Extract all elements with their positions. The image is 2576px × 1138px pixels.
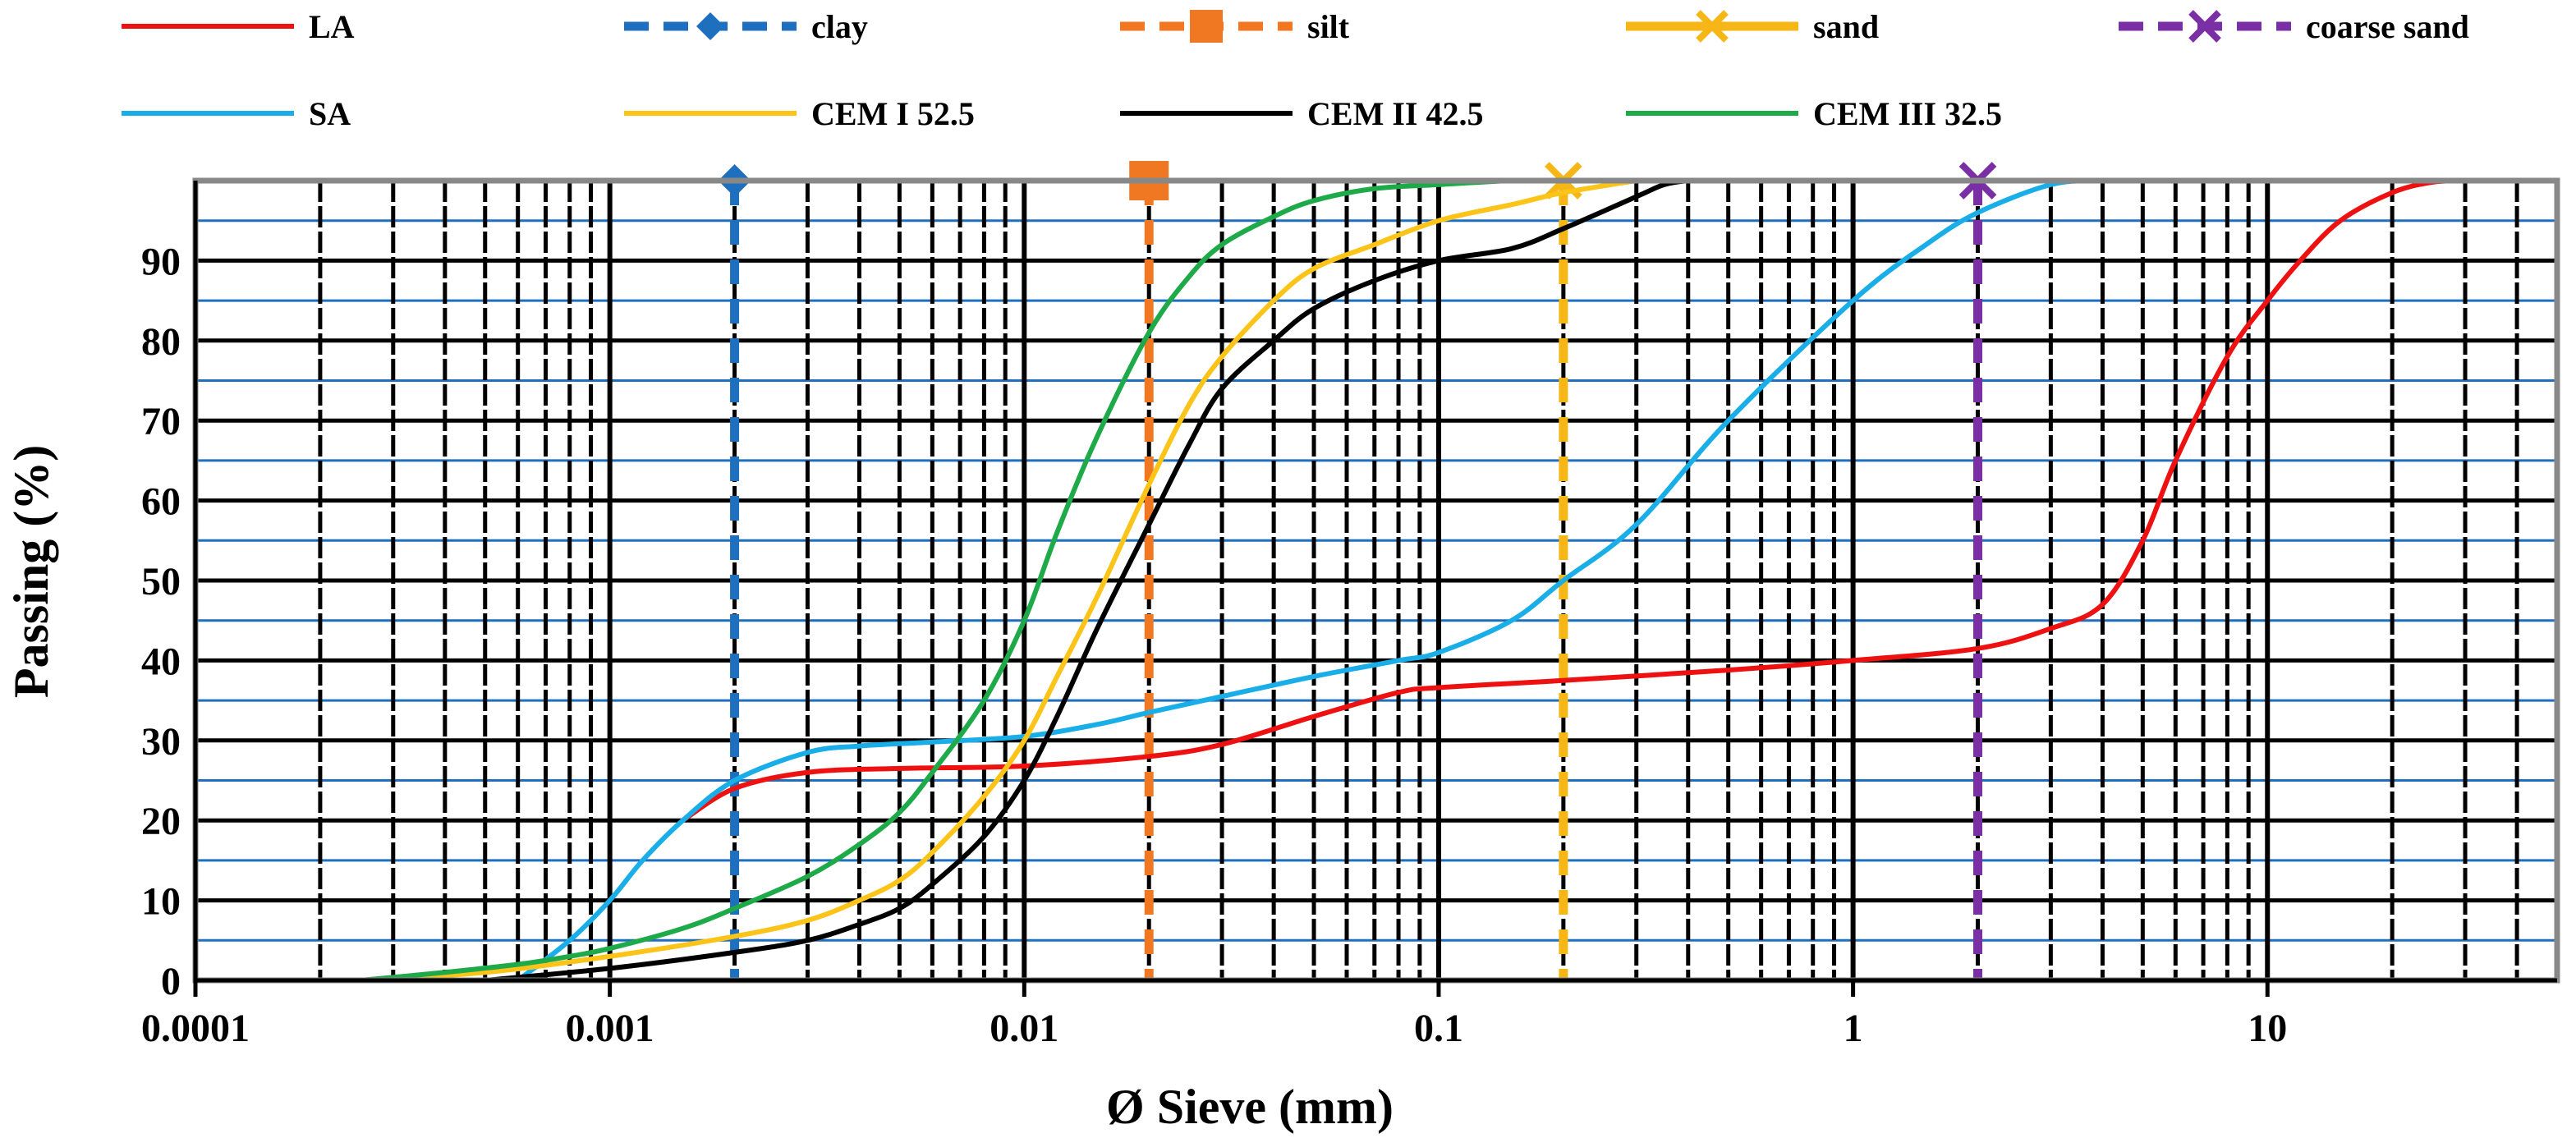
legend-marker: [2188, 10, 2221, 43]
legend: LA clay silt sand coarse sand SA CEM I 52.5 CEM…: [122, 8, 2469, 132]
legend-marker: [1696, 10, 1729, 43]
legend-label: sand: [1813, 8, 1879, 45]
y-tick-label: 90: [141, 240, 181, 283]
legend-label: LA: [309, 8, 355, 45]
y-tick-label: 60: [141, 480, 181, 524]
soil-boundaries: [718, 161, 1997, 980]
legend-label: silt: [1307, 8, 1350, 45]
series-cem-i-52-5: [357, 178, 1639, 983]
legend-entry-cem-ii-42-5: CEM II 42.5: [1120, 95, 1483, 132]
x-tick-label: 0.001: [566, 1007, 654, 1050]
y-tick-label: 40: [141, 640, 181, 683]
y-axis-title: Passing (%): [4, 445, 58, 698]
x-axis-title: Ø Sieve (mm): [1106, 1080, 1394, 1134]
legend-entry-la: LA: [122, 8, 355, 45]
legend-entry-coarse-sand: coarse sand: [2119, 8, 2469, 45]
series-la: [680, 178, 2468, 824]
y-tick-label: 80: [141, 320, 181, 364]
legend-entry-cem-iii-32-5: CEM III 32.5: [1626, 95, 2002, 132]
legend-marker: [696, 12, 724, 40]
y-tick-label: 50: [141, 560, 181, 603]
series-cem-ii-42-5: [482, 178, 1691, 983]
series-cem-iii-32-5: [357, 177, 1566, 983]
x-tick-label: 0.0001: [141, 1007, 250, 1050]
legend-entry-clay: clay: [624, 8, 868, 45]
y-tick-label: 30: [141, 720, 181, 764]
tick-labels: 0.0001 0.001 0.01 0.1 1 10 0 10 20 30 40 50 60 70 80 90: [141, 240, 2287, 1050]
legend-label: SA: [309, 95, 351, 132]
legend-label: clay: [811, 8, 868, 45]
legend-label: CEM I 52.5: [811, 95, 975, 132]
y-tick-label: 0: [161, 960, 181, 1003]
y-tick-label: 10: [141, 880, 181, 924]
legend-label: coarse sand: [2306, 8, 2469, 45]
legend-label: CEM III 32.5: [1813, 95, 2002, 132]
legend-entry-sa: SA: [122, 95, 351, 132]
y-tick-label: 70: [141, 400, 181, 443]
legend-entry-cem-i-52-5: CEM I 52.5: [624, 95, 975, 132]
legend-entry-sand: sand: [1626, 8, 1879, 45]
legend-marker: [1190, 10, 1223, 43]
x-tick-label: 10: [2248, 1007, 2287, 1050]
legend-label: CEM II 42.5: [1307, 95, 1483, 132]
gridlines: [195, 181, 2557, 980]
y-tick-label: 20: [141, 800, 181, 843]
x-tick-label: 1: [1844, 1007, 1863, 1050]
data-series: [357, 177, 2468, 983]
x-tick-label: 0.01: [990, 1007, 1058, 1050]
series-sa: [515, 177, 2146, 983]
plot-frame: [192, 177, 2560, 984]
x-tick-label: 0.1: [1414, 1007, 1463, 1050]
legend-entry-silt: silt: [1120, 8, 1350, 45]
